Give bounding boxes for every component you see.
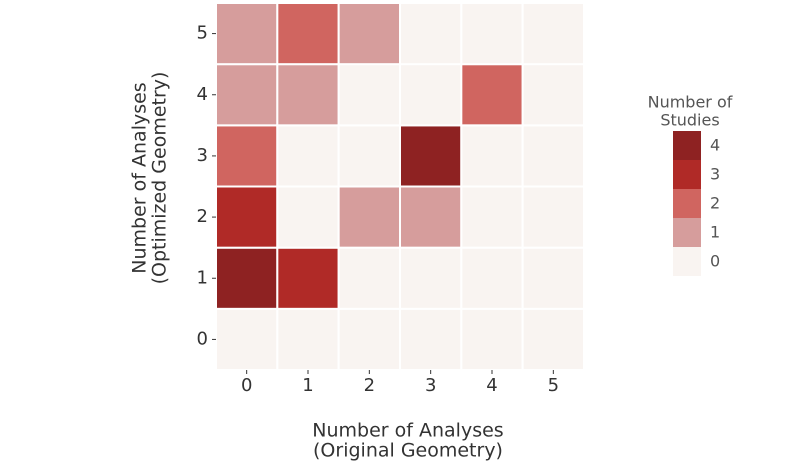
legend-label: 1: [710, 223, 720, 242]
legend-swatch: [673, 218, 701, 247]
heatmap-cell: [521, 63, 586, 127]
legend-label: 0: [710, 252, 720, 271]
heatmap-cell: [460, 2, 524, 66]
heatmap-cell: [521, 2, 586, 66]
heatmap-cell: [460, 63, 524, 127]
legend-label: 3: [710, 165, 720, 184]
x-tick-label: 0: [241, 375, 252, 396]
legend-swatch: [673, 131, 701, 160]
heatmap-cell: [521, 307, 586, 372]
x-tick-label: 3: [425, 375, 436, 396]
heatmap-cell: [215, 185, 279, 249]
y-axis-title: Number of Analyses: [129, 82, 151, 273]
x-tick-label: 4: [486, 375, 497, 396]
y-tick-label: 2: [197, 206, 208, 227]
heatmap-cell: [215, 124, 279, 188]
x-tick-label: 2: [364, 375, 375, 396]
x-axis-title: Number of Analyses: [312, 420, 503, 442]
x-tick-label: 5: [548, 375, 559, 396]
heatmap-cell: [337, 124, 401, 188]
heatmap-cell: [215, 63, 279, 127]
heatmap-cell: [337, 185, 401, 249]
heatmap-cell: [276, 307, 340, 372]
heatmap-cell: [215, 307, 279, 372]
heatmap-cell: [276, 246, 340, 310]
heatmap-cell: [399, 63, 463, 127]
legend-swatch: [673, 160, 701, 189]
y-tick-label: 0: [197, 328, 208, 349]
heatmap-cell: [521, 124, 586, 188]
x-tick-label: 1: [302, 375, 313, 396]
heatmap-cell: [276, 2, 340, 66]
heatmap-cell: [276, 185, 340, 249]
heatmap-cell: [337, 307, 401, 372]
legend-title: Studies: [660, 111, 719, 130]
legend-title: Number of: [648, 93, 733, 112]
heatmap-cell: [337, 246, 401, 310]
heatmap-cell: [399, 124, 463, 188]
heatmap-cell: [399, 2, 463, 66]
heatmap-cell: [276, 124, 340, 188]
heatmap-cell: [399, 246, 463, 310]
heatmap-cell: [521, 185, 586, 249]
heatmap-cell: [276, 63, 340, 127]
heatmap-cell: [460, 124, 524, 188]
heatmap-cell: [460, 307, 524, 372]
heatmap-cell: [460, 185, 524, 249]
legend-swatch: [673, 247, 701, 276]
heatmap-cell: [399, 185, 463, 249]
y-axis-title: (Optimized Geometry): [149, 72, 171, 285]
heatmap-cell: [215, 246, 279, 310]
y-tick-label: 5: [197, 23, 208, 44]
legend-label: 4: [710, 136, 720, 155]
heatmap-cell: [399, 307, 463, 372]
heatmap-cell: [460, 246, 524, 310]
heatmap-cell: [215, 2, 279, 66]
y-tick-label: 3: [197, 145, 208, 166]
legend-label: 2: [710, 194, 720, 213]
heatmap-cell: [521, 246, 586, 310]
heatmap-cell: [337, 63, 401, 127]
legend-swatch: [673, 189, 701, 218]
y-tick-label: 4: [197, 84, 208, 105]
heatmap-cell: [337, 2, 401, 66]
y-tick-label: 1: [197, 267, 208, 288]
x-axis-title: (Original Geometry): [313, 440, 503, 461]
